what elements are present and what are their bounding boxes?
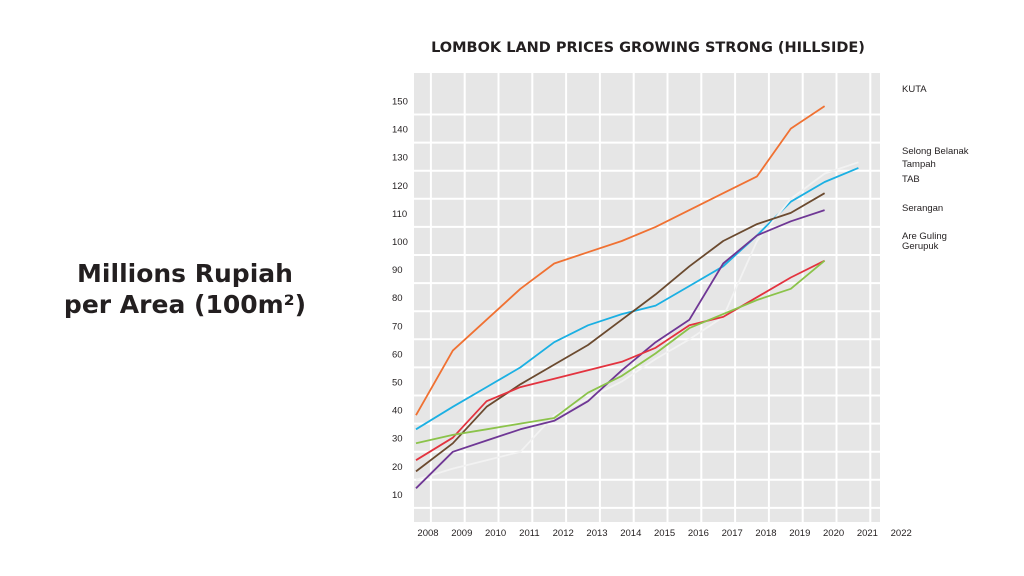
x-tick-label: 2012	[553, 528, 574, 539]
y-tick-label: 150	[392, 97, 408, 108]
series-line	[415, 167, 859, 431]
series-line	[415, 192, 826, 473]
unit-label-line-1: Millions Rupiah	[77, 259, 293, 288]
series-line	[415, 105, 826, 416]
x-tick-label: 2008	[417, 528, 438, 539]
series-line	[415, 161, 859, 481]
unit-label-line-2: per Area (100m²)	[63, 290, 307, 319]
x-tick-label: 2022	[891, 528, 912, 539]
plot-area	[414, 73, 880, 522]
legend-label: Gerupuk	[902, 241, 939, 252]
legend-label: Are Guling	[902, 231, 947, 242]
series-line	[415, 260, 826, 445]
x-tick-label: 2011	[519, 528, 539, 539]
legend-label: KUTA	[902, 84, 927, 95]
legend-label: Selong Belanak	[902, 146, 969, 157]
x-tick-label: 2010	[485, 528, 506, 539]
y-tick-label: 120	[392, 181, 408, 192]
y-axis-unit-label: Millions Rupiah per Area (100m²)	[40, 258, 330, 320]
series-line	[415, 259, 826, 461]
x-tick-label: 2021	[857, 528, 878, 539]
x-tick-label: 2017	[722, 528, 743, 539]
y-tick-label: 140	[392, 125, 408, 136]
x-tick-label: 2009	[451, 528, 472, 539]
x-tick-label: 2016	[688, 528, 709, 539]
x-tick-label: 2013	[586, 528, 607, 539]
y-tick-label: 110	[392, 209, 407, 220]
x-tick-label: 2014	[620, 528, 641, 539]
series-line	[415, 209, 825, 489]
x-tick-label: 2020	[823, 528, 844, 539]
y-tick-label: 40	[392, 406, 403, 417]
y-tick-label: 70	[392, 321, 403, 332]
legend-label: Tampah	[902, 159, 936, 170]
y-tick-label: 130	[392, 153, 408, 164]
blank-panel	[18, 486, 243, 548]
chart-title: LOMBOK LAND PRICES GROWING STRONG (HILLS…	[431, 40, 865, 56]
legend-label: TAB	[902, 174, 920, 185]
y-tick-label: 100	[392, 237, 408, 248]
y-tick-label: 20	[392, 462, 403, 473]
y-tick-label: 50	[392, 378, 403, 389]
y-tick-label: 10	[392, 490, 403, 501]
y-tick-label: 90	[392, 265, 403, 276]
y-tick-label: 60	[392, 349, 403, 360]
y-tick-label: 30	[392, 434, 403, 445]
x-tick-label: 2018	[755, 528, 776, 539]
x-tick-label: 2019	[789, 528, 810, 539]
legend-label: Serangan	[902, 203, 943, 214]
y-tick-label: 80	[392, 293, 403, 304]
x-tick-label: 2015	[654, 528, 675, 539]
